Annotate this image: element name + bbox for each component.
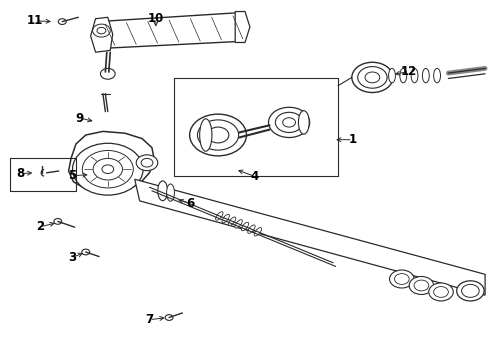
Ellipse shape bbox=[434, 68, 441, 83]
Ellipse shape bbox=[254, 228, 262, 236]
Ellipse shape bbox=[411, 68, 418, 83]
Circle shape bbox=[58, 19, 66, 24]
Polygon shape bbox=[135, 179, 485, 295]
Text: 8: 8 bbox=[17, 167, 24, 180]
Circle shape bbox=[54, 219, 62, 224]
Circle shape bbox=[82, 249, 90, 255]
Ellipse shape bbox=[222, 214, 229, 223]
Circle shape bbox=[352, 62, 393, 93]
Ellipse shape bbox=[298, 111, 309, 134]
Ellipse shape bbox=[248, 225, 255, 233]
Ellipse shape bbox=[235, 220, 242, 228]
Ellipse shape bbox=[167, 184, 174, 201]
Text: 4: 4 bbox=[251, 170, 259, 183]
Circle shape bbox=[409, 276, 434, 294]
Circle shape bbox=[100, 68, 115, 79]
Ellipse shape bbox=[422, 68, 429, 83]
Circle shape bbox=[390, 270, 414, 288]
Text: 11: 11 bbox=[27, 14, 44, 27]
Ellipse shape bbox=[228, 217, 236, 225]
Text: 12: 12 bbox=[401, 65, 417, 78]
Ellipse shape bbox=[200, 119, 212, 151]
Circle shape bbox=[269, 107, 310, 138]
Polygon shape bbox=[98, 13, 240, 49]
Text: 9: 9 bbox=[75, 112, 83, 125]
Ellipse shape bbox=[216, 212, 223, 220]
Ellipse shape bbox=[389, 68, 395, 83]
Polygon shape bbox=[235, 12, 250, 42]
Polygon shape bbox=[69, 131, 154, 193]
Text: 1: 1 bbox=[349, 133, 357, 146]
Text: 7: 7 bbox=[146, 313, 153, 326]
Circle shape bbox=[136, 155, 158, 171]
Circle shape bbox=[73, 143, 143, 195]
Text: 6: 6 bbox=[186, 197, 194, 210]
Circle shape bbox=[165, 315, 173, 320]
Circle shape bbox=[429, 283, 453, 301]
Ellipse shape bbox=[158, 181, 168, 201]
Polygon shape bbox=[91, 17, 113, 52]
Ellipse shape bbox=[400, 68, 407, 83]
Text: 2: 2 bbox=[36, 220, 44, 233]
Text: 5: 5 bbox=[69, 169, 76, 182]
Circle shape bbox=[457, 281, 484, 301]
Text: 3: 3 bbox=[69, 251, 76, 264]
Circle shape bbox=[190, 114, 246, 156]
Ellipse shape bbox=[241, 222, 249, 231]
Text: 10: 10 bbox=[147, 12, 164, 25]
